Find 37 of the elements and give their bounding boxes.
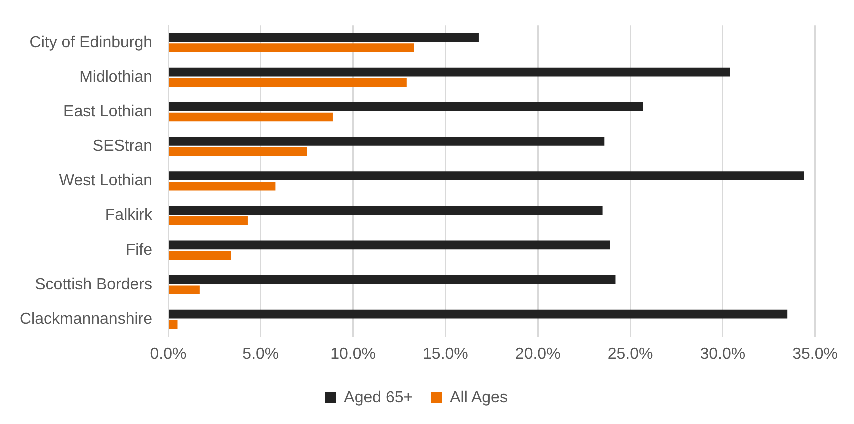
bar xyxy=(169,286,200,295)
bar xyxy=(169,206,603,215)
bar xyxy=(169,102,644,112)
x-tick-label: 15.0% xyxy=(423,346,468,363)
bar xyxy=(169,44,414,52)
x-tick-label: 5.0% xyxy=(242,346,280,363)
bar xyxy=(169,240,610,250)
bar xyxy=(169,68,730,77)
bar xyxy=(169,78,407,88)
x-tick-label: 0.0% xyxy=(150,346,187,363)
legend-label: Aged 65+ xyxy=(344,389,414,406)
bar xyxy=(169,33,479,42)
y-tick-label: SEStran xyxy=(92,138,153,156)
y-tick-label: Clackmannanshire xyxy=(20,310,153,328)
bar xyxy=(169,320,178,330)
bar xyxy=(169,182,276,191)
y-tick-label: Midlothian xyxy=(80,68,153,86)
bar xyxy=(169,137,605,146)
legend-label: All Ages xyxy=(450,389,508,406)
bar xyxy=(169,310,788,319)
x-tick-label: 20.0% xyxy=(515,346,561,363)
y-tick-label: West Lothian xyxy=(59,172,153,190)
y-tick-label: Scottish Borders xyxy=(35,276,153,294)
y-tick-label: Fife xyxy=(126,242,153,259)
bar xyxy=(169,275,616,284)
y-tick-label: Falkirk xyxy=(105,207,154,224)
bar xyxy=(169,147,308,156)
x-tick-label: 10.0% xyxy=(330,346,376,363)
y-tick-label: East Lothian xyxy=(64,103,153,120)
bar xyxy=(169,112,333,122)
x-tick-label: 35.0% xyxy=(792,346,838,363)
y-tick-label: City of Edinburgh xyxy=(30,34,153,52)
bar xyxy=(169,251,232,260)
bar xyxy=(169,216,248,226)
x-tick-label: 25.0% xyxy=(608,346,654,363)
x-tick-label: 30.0% xyxy=(700,346,746,363)
bar xyxy=(169,172,804,180)
